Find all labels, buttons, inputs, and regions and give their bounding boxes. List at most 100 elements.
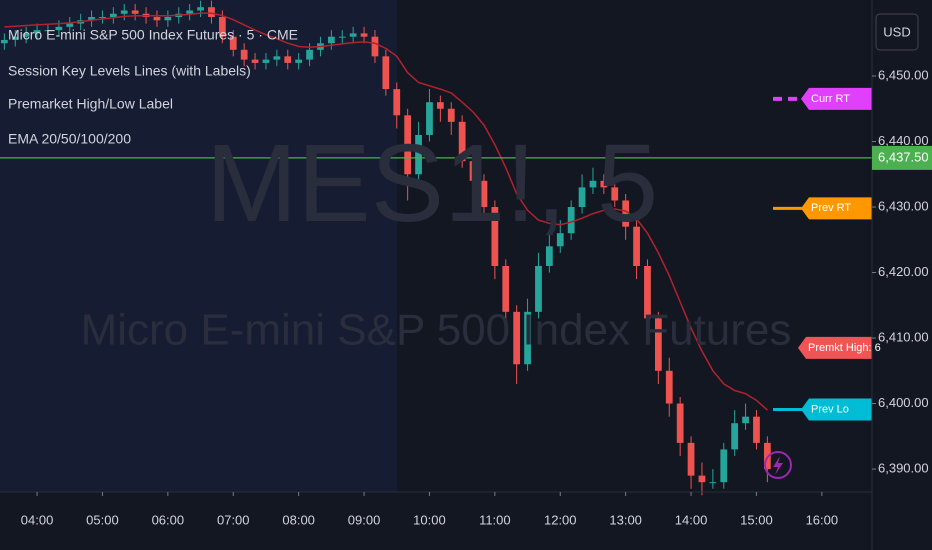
watermark-symbol: MES1!, 5 — [206, 122, 658, 245]
candle-body — [240, 49, 248, 60]
x-tick-label: 05:00 — [86, 512, 119, 527]
candle-body — [360, 33, 368, 37]
x-tick-label: 16:00 — [806, 512, 839, 527]
candle-body — [753, 416, 760, 443]
candle-body — [589, 180, 597, 188]
candle-body — [676, 403, 684, 443]
candle-body — [535, 265, 542, 312]
candle-body — [447, 108, 455, 122]
x-tick-label: 15:00 — [740, 512, 773, 527]
alert-icon[interactable] — [764, 451, 792, 479]
candle-body — [99, 17, 106, 19]
x-tick-label: 09:00 — [348, 512, 381, 527]
candle-body — [349, 33, 357, 37]
candle-body — [164, 17, 172, 21]
candle-body — [567, 207, 575, 234]
level-label: Prev Lo — [811, 403, 849, 415]
x-tick-label: 13:00 — [609, 512, 642, 527]
candle-body — [578, 187, 586, 208]
x-tick-label: 07:00 — [217, 512, 250, 527]
x-tick-label: 10:00 — [413, 512, 446, 527]
plot: Curr RT Prev RT Premkt High: 6 Prev Lo — [0, 0, 881, 496]
level-label: Prev RT — [811, 202, 851, 214]
indicator-label: EMA 20/50/100/200 — [8, 131, 131, 147]
candle-body — [426, 102, 433, 135]
x-tick-label: 11:00 — [479, 512, 511, 527]
y-tick-label: 6,420.00 — [878, 264, 929, 279]
candle-body — [306, 49, 313, 60]
candle-body — [251, 59, 259, 63]
candle-body — [502, 265, 510, 312]
watermark-name: Micro E-mini S&P 500 Index Futures — [81, 306, 792, 355]
level-tag — [801, 398, 872, 421]
currency-label: USD — [883, 24, 910, 39]
candle-body — [698, 475, 706, 483]
y-tick-label: 6,450.00 — [878, 67, 929, 82]
level-label: Premkt High: 6 — [808, 342, 881, 354]
y-tick-label: 6,400.00 — [878, 395, 929, 410]
candle-body — [0, 39, 8, 44]
candle-body — [371, 36, 379, 57]
candle-body — [11, 36, 19, 40]
candle-body — [153, 17, 161, 21]
candle-body — [458, 121, 466, 162]
candle-body — [186, 10, 194, 14]
candle-body — [284, 56, 292, 63]
candle-body — [600, 180, 608, 188]
candle-body — [524, 311, 531, 365]
candle-body — [622, 200, 630, 227]
level-tag — [801, 197, 872, 220]
candle-body — [742, 416, 749, 424]
x-tick-label: 08:00 — [282, 512, 315, 527]
x-tick-label: 12:00 — [544, 512, 577, 527]
candle-body — [720, 449, 728, 483]
level-label: Curr RT — [811, 93, 850, 105]
candle-body — [644, 265, 651, 319]
candle-body — [55, 26, 63, 31]
candle-body — [382, 56, 390, 90]
candle-body — [208, 7, 215, 18]
candle-body — [469, 161, 477, 181]
candle-body — [338, 36, 346, 38]
currency-button[interactable] — [875, 13, 919, 51]
y-tick-label: 6,430.00 — [878, 198, 929, 213]
candle-body — [262, 59, 270, 63]
level-tag — [801, 87, 872, 110]
y-tick-label: 6,440.00 — [878, 133, 929, 148]
candle-body — [295, 59, 303, 63]
candle-body — [556, 233, 564, 247]
candle-body — [197, 7, 204, 11]
indicator-label: Session Key Levels Lines (with Labels) — [8, 63, 251, 79]
chart-title: Micro E-mini S&P 500 Index Futures · 5 ·… — [8, 27, 298, 43]
candle-body — [22, 33, 30, 37]
candle-body — [404, 115, 412, 175]
candle-body — [633, 226, 640, 266]
candle-body — [273, 56, 281, 60]
x-tick-label: 06:00 — [152, 512, 185, 527]
last-price-tag — [872, 145, 932, 170]
premarket-session — [0, 0, 397, 492]
candle-body — [218, 17, 226, 37]
candle-body — [33, 30, 41, 34]
candle-body — [545, 246, 553, 266]
candle-body — [513, 311, 521, 365]
candle-body — [44, 30, 52, 32]
level-tag — [798, 336, 872, 359]
x-tick-label: 14:00 — [675, 512, 708, 527]
candle-body — [131, 10, 139, 14]
candle-body — [731, 423, 739, 450]
candle-body — [709, 482, 717, 484]
x-tick-label: 04:00 — [21, 512, 54, 527]
alert-bolt — [773, 456, 783, 475]
candle-body — [687, 442, 695, 476]
last-price-label: 6,437.50 — [878, 149, 929, 164]
candle-body — [611, 187, 619, 201]
candle-body — [654, 318, 662, 371]
candle-body — [66, 23, 74, 27]
candle-body — [327, 36, 335, 44]
candle-body — [491, 207, 499, 266]
candle-body — [88, 17, 95, 21]
indicator-label: Premarket High/Low Label — [8, 96, 173, 112]
candle-body — [109, 13, 117, 18]
